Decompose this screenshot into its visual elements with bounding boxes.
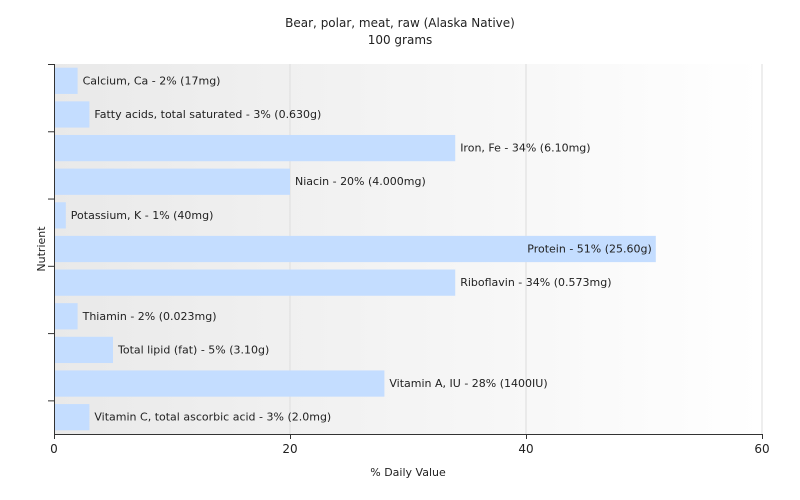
bar bbox=[55, 101, 90, 128]
bar-data-label: Iron, Fe - 34% (6.10mg) bbox=[460, 142, 590, 155]
x-tick-label: 20 bbox=[282, 442, 297, 456]
bar-data-label: Riboflavin - 34% (0.573mg) bbox=[460, 276, 611, 289]
bar bbox=[55, 134, 456, 162]
bar-data-label: Protein - 51% (25.60g) bbox=[527, 243, 652, 256]
bar-data-label: Total lipid (fat) - 5% (3.10g) bbox=[117, 343, 269, 356]
axes: 0 20 40 60 bbox=[48, 64, 770, 456]
y-axis-title: Nutrient bbox=[35, 226, 48, 272]
data-labels: Calcium, Ca - 2% (17mg) Fatty acids, tota… bbox=[71, 74, 652, 423]
bar-data-label: Calcium, Ca - 2% (17mg) bbox=[83, 74, 221, 87]
bars bbox=[55, 67, 656, 431]
x-axis-title: % Daily Value bbox=[370, 466, 446, 479]
bar bbox=[55, 168, 290, 195]
x-tick-label: 40 bbox=[518, 442, 533, 456]
x-tick-label: 60 bbox=[754, 442, 769, 456]
bar bbox=[55, 303, 78, 330]
chart-title: Bear, polar, meat, raw (Alaska Native) bbox=[285, 16, 515, 30]
bar bbox=[55, 235, 656, 263]
bar bbox=[55, 269, 456, 296]
bar bbox=[55, 202, 66, 229]
chart-subtitle: 100 grams bbox=[367, 33, 433, 47]
bar-data-label: Thiamin - 2% (0.023mg) bbox=[82, 310, 217, 323]
bar bbox=[55, 336, 113, 364]
bar-data-label: Niacin - 20% (4.000mg) bbox=[295, 175, 426, 188]
bar bbox=[55, 67, 78, 94]
x-tick-label: 0 bbox=[50, 442, 58, 456]
bar-data-label: Fatty acids, total saturated - 3% (0.630… bbox=[94, 108, 321, 121]
bar bbox=[55, 370, 385, 397]
bar-data-label: Vitamin C, total ascorbic acid - 3% (2.0… bbox=[94, 411, 331, 424]
bar-data-label: Potassium, K - 1% (40mg) bbox=[71, 209, 214, 222]
bar-data-label: Vitamin A, IU - 28% (1400IU) bbox=[389, 377, 547, 390]
bar bbox=[55, 404, 90, 431]
